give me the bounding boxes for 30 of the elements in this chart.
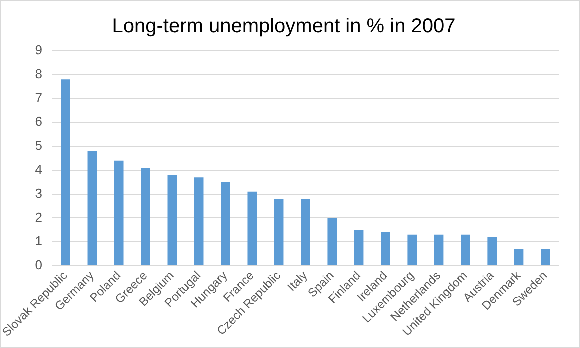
y-tick-label: 3 <box>35 186 42 201</box>
bar <box>461 234 470 266</box>
bar <box>408 234 418 266</box>
bar <box>221 182 230 266</box>
y-tick-label: 8 <box>35 66 42 82</box>
bar <box>301 199 310 266</box>
bar <box>328 218 338 266</box>
y-tick-label: 0 <box>35 258 42 273</box>
bar <box>88 151 98 266</box>
chart-title: Long-term unemployment in % in 2007 <box>112 16 456 38</box>
bar <box>168 175 178 266</box>
y-tick-label: 4 <box>35 162 42 178</box>
y-tick-label: 5 <box>35 138 42 154</box>
y-tick-label: 9 <box>35 42 42 58</box>
y-tick-label: 1 <box>35 234 42 249</box>
bar <box>434 234 444 266</box>
bar <box>141 168 150 266</box>
y-tick-label: 6 <box>35 114 42 130</box>
bar <box>61 80 70 266</box>
bar <box>488 237 498 266</box>
bar <box>381 232 390 266</box>
bar <box>114 160 124 266</box>
bar <box>274 199 284 266</box>
bar <box>514 249 524 266</box>
bar <box>541 249 550 266</box>
bar <box>194 178 204 266</box>
bar <box>248 192 258 266</box>
bar <box>354 230 364 266</box>
y-tick-label: 7 <box>35 90 42 106</box>
y-tick-label: 2 <box>35 210 42 225</box>
